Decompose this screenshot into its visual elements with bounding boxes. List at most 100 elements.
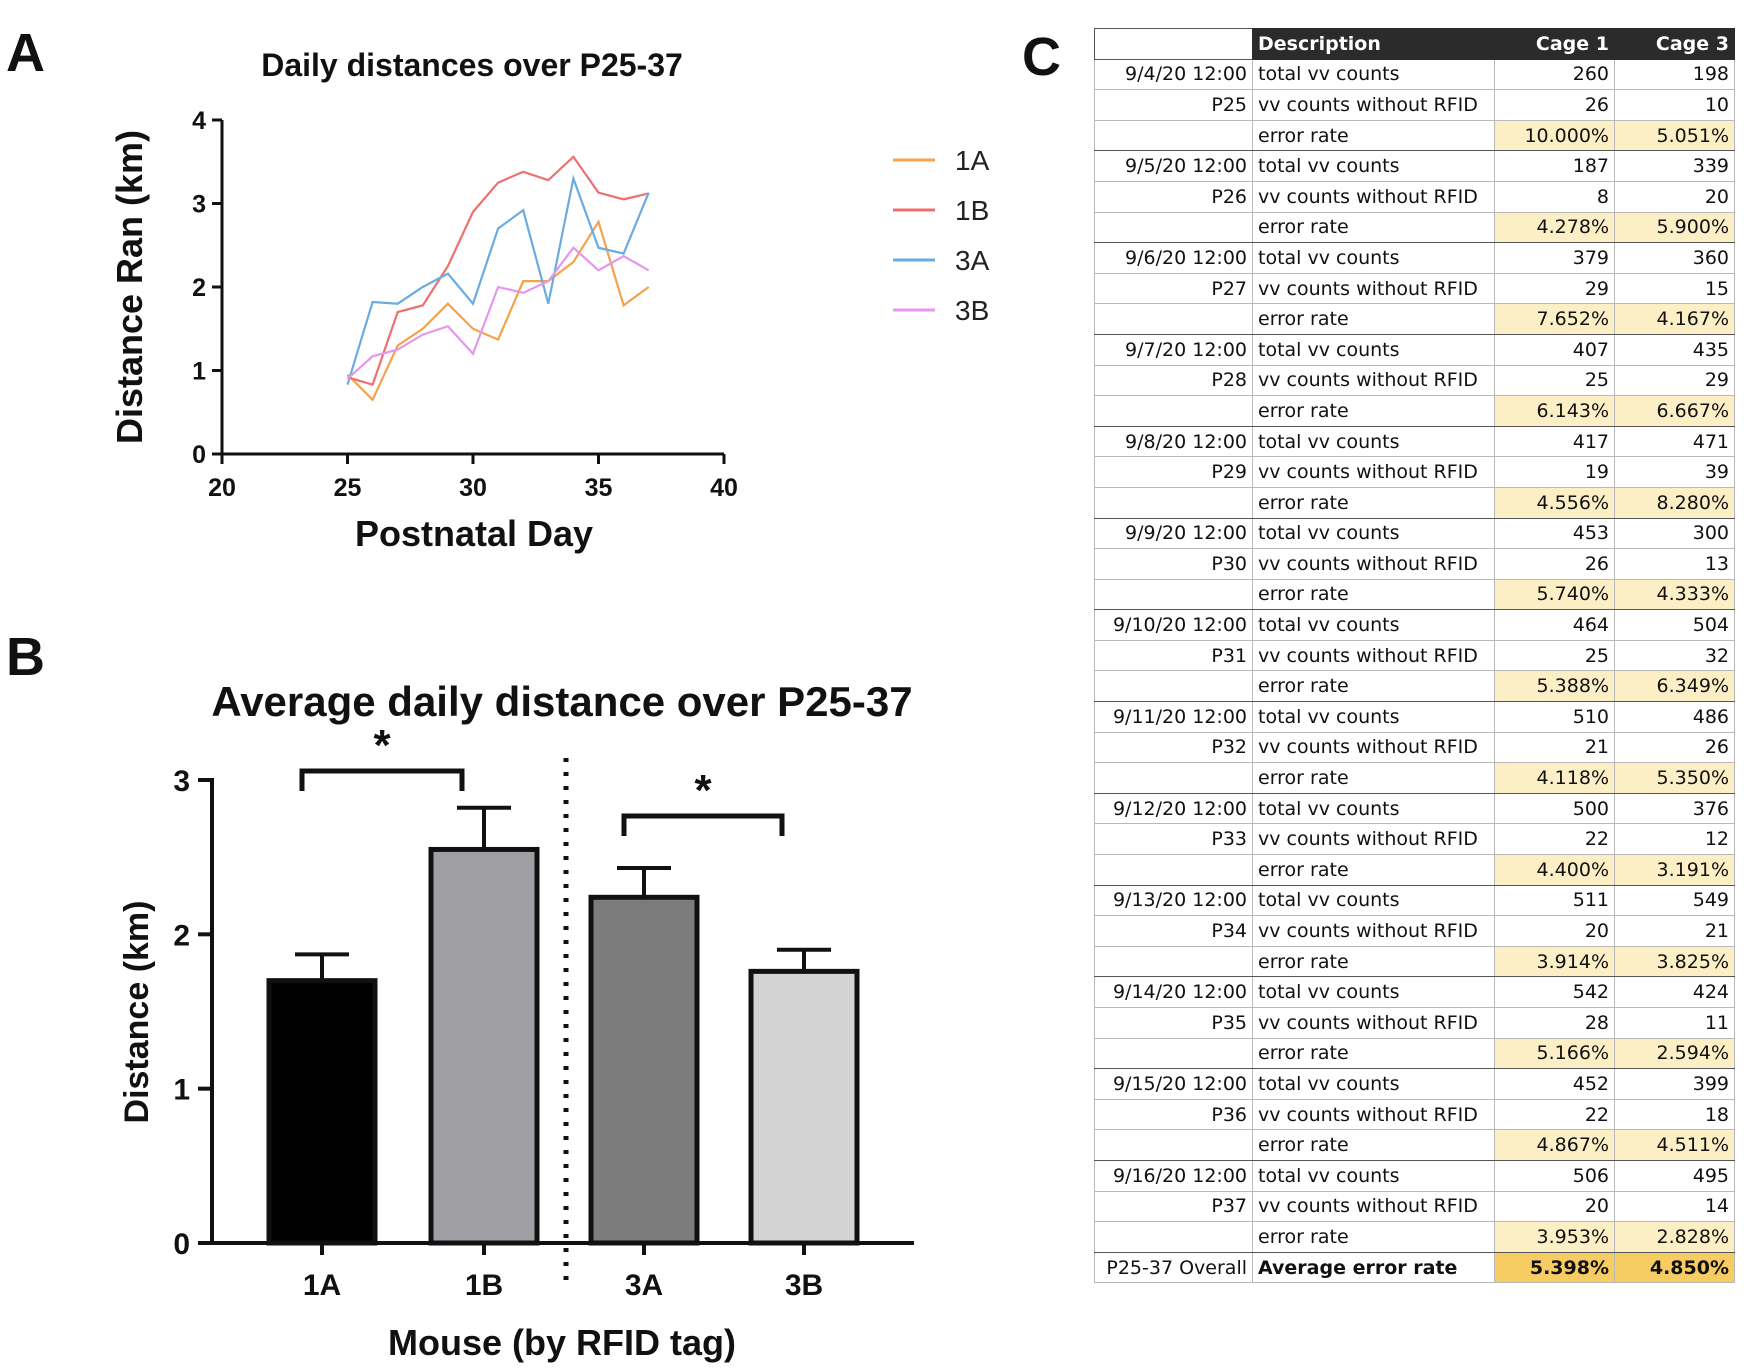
chart-a-title: Daily distances over P25-37 [261,47,683,83]
legend-label-1b: 1B [955,195,989,226]
cage-3-cell: 10 [1614,89,1735,121]
postnatal-day-cell: P34 [1094,915,1253,947]
table-row: error rate 4.556% 8.280% [1094,486,1735,519]
date-cell: 9/8/20 12:00 [1094,425,1253,458]
cage-3-cell: 13 [1614,548,1735,580]
chart-b-y-tick-label: 2 [173,919,190,952]
chart-a-x-axis-label: Postnatal Day [355,513,593,554]
cage-1-error-rate-cell: 3.953% [1494,1221,1615,1253]
description-cell: vv counts without RFID [1252,823,1495,856]
cage-1-cell: 452 [1494,1068,1615,1100]
cage-1-cell: 417 [1494,425,1615,458]
description-cell: error rate [1252,1221,1495,1253]
description-cell: vv counts without RFID [1252,639,1495,672]
cage-3-cell: 21 [1614,915,1735,947]
cage-1-cell: 506 [1494,1159,1615,1192]
cage-3-cell: 435 [1614,333,1735,366]
description-cell: total vv counts [1252,58,1495,91]
postnatal-day-cell: P37 [1094,1190,1253,1223]
cage-1-error-rate-cell: 5.740% [1494,578,1615,611]
postnatal-day-cell: P28 [1094,364,1253,397]
postnatal-day-cell: P31 [1094,639,1253,672]
date-cell: 9/11/20 12:00 [1094,701,1253,733]
chart-b-x-tick-label: 1A [303,1269,341,1302]
cage-1-error-rate-cell: 5.166% [1494,1037,1615,1070]
postnatal-day-cell: P26 [1094,180,1253,213]
table-row: 9/5/20 12:00 total vv counts 187 339 [1094,150,1735,182]
description-cell: error rate [1252,945,1495,978]
date-cell: 9/16/20 12:00 [1094,1159,1253,1192]
chart-a-y-tick-label: 0 [192,441,206,469]
series-line-3b [346,246,650,380]
description-cell: vv counts without RFID [1252,89,1495,121]
table-row: P25 vv counts without RFID 26 10 [1094,89,1735,121]
description-cell: vv counts without RFID [1252,364,1495,397]
cage-1-cell: 20 [1494,915,1615,947]
chart-b-x-axis-label: Mouse (by RFID tag) [388,1322,736,1363]
cage-1-cell: 25 [1494,639,1615,672]
cage-1-cell: 21 [1494,731,1615,764]
table-row: error rate 5.740% 4.333% [1094,578,1735,611]
table-row: P26 vv counts without RFID 8 20 [1094,180,1735,213]
cage-3-error-rate-cell: 6.349% [1614,670,1735,703]
table-row: 9/7/20 12:00 total vv counts 407 435 [1094,333,1735,366]
cage-3-error-rate-cell: 3.825% [1614,945,1735,978]
table-row: 9/10/20 12:00 total vv counts 464 504 [1094,609,1735,641]
significance-star: * [373,721,391,770]
table-row: error rate 4.400% 3.191% [1094,854,1735,886]
cage-1-cell: 453 [1494,517,1615,550]
panel-label-b: B [6,627,45,687]
cage-1-error-rate-cell: 4.118% [1494,762,1615,794]
date-cell: 9/9/20 12:00 [1094,517,1253,550]
overall-description-cell: Average error rate [1252,1251,1495,1284]
blank-cell [1094,1037,1253,1070]
table-row: P29 vv counts without RFID 19 39 [1094,456,1735,488]
chart-a-y-tick-label: 1 [192,358,206,386]
date-cell: 9/14/20 12:00 [1094,976,1253,1008]
date-cell: 9/13/20 12:00 [1094,884,1253,917]
date-cell: 9/12/20 12:00 [1094,792,1253,825]
cage-1-error-rate-cell: 4.867% [1494,1129,1615,1161]
series-line-3a [346,174,650,386]
description-cell: error rate [1252,211,1495,244]
table-row: 9/13/20 12:00 total vv counts 511 549 [1094,884,1735,917]
chart-a-x-tick-label: 25 [334,474,362,502]
cage-1-error-rate-cell: 4.400% [1494,854,1615,886]
table-row: error rate 5.388% 6.349% [1094,670,1735,703]
blank-cell [1094,486,1253,519]
description-cell: vv counts without RFID [1252,915,1495,947]
description-cell: total vv counts [1252,701,1495,733]
bar-3a [588,894,700,1246]
description-cell: vv counts without RFID [1252,456,1495,488]
description-cell: error rate [1252,854,1495,886]
date-cell: 9/7/20 12:00 [1094,333,1253,366]
series-line-1a [346,219,650,402]
cage-1-error-rate-cell: 10.000% [1494,119,1615,152]
line-chart-panel-a: Daily distances over P25-37 0 1 2 3 4 20 25 30 35… [109,47,990,554]
description-cell: total vv counts [1252,976,1495,1008]
description-cell: total vv counts [1252,425,1495,458]
table-row: P30 vv counts without RFID 26 13 [1094,548,1735,580]
cage-3-error-rate-cell: 5.900% [1614,211,1735,244]
chart-a-x-tick-label: 30 [459,474,487,502]
description-cell: error rate [1252,1129,1495,1161]
cage-1-cell: 19 [1494,456,1615,488]
overall-label-cell: P25-37 Overall [1094,1251,1253,1284]
legend-label-3b: 3B [955,295,989,326]
description-cell: vv counts without RFID [1252,548,1495,580]
cage-3-error-rate-cell: 5.350% [1614,762,1735,794]
cage-1-cell: 25 [1494,364,1615,397]
cage-1-error-rate-cell: 4.556% [1494,486,1615,519]
description-cell: vv counts without RFID [1252,1190,1495,1223]
table-row: 9/14/20 12:00 total vv counts 542 424 [1094,976,1735,1008]
chart-a-y-tick-label: 3 [192,191,206,219]
description-cell: total vv counts [1252,517,1495,550]
table-row: error rate 10.000% 5.051% [1094,119,1735,152]
description-cell: vv counts without RFID [1252,1007,1495,1039]
panel-label-a: A [6,23,45,83]
table-row: 9/8/20 12:00 total vv counts 417 471 [1094,425,1735,458]
description-cell: vv counts without RFID [1252,180,1495,213]
table-row: 9/15/20 12:00 total vv counts 452 399 [1094,1068,1735,1100]
cage-1-cell: 8 [1494,180,1615,213]
blank-cell [1094,762,1253,794]
